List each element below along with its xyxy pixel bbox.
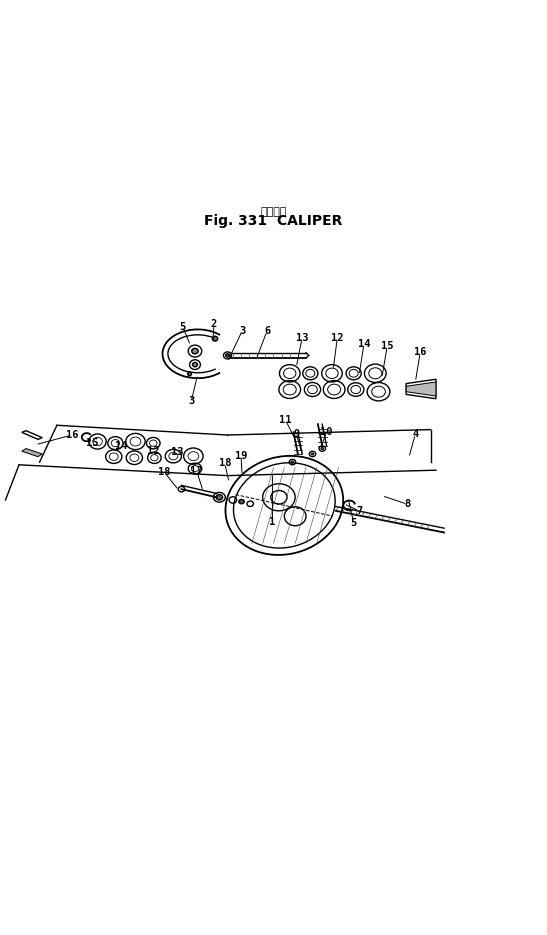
Ellipse shape <box>291 461 294 463</box>
Text: 15: 15 <box>381 341 393 352</box>
Text: キャリパ: キャリパ <box>260 207 287 217</box>
Text: 14: 14 <box>114 440 127 451</box>
Text: 2: 2 <box>211 319 217 329</box>
Ellipse shape <box>193 363 197 367</box>
Text: Fig. 331  CALIPER: Fig. 331 CALIPER <box>205 214 342 228</box>
Text: 11: 11 <box>279 415 292 424</box>
Text: 17: 17 <box>190 466 203 476</box>
Polygon shape <box>22 449 42 456</box>
Text: 15: 15 <box>86 439 98 448</box>
Text: 19: 19 <box>235 451 247 461</box>
Text: 13: 13 <box>171 447 183 457</box>
Text: 18: 18 <box>158 467 170 477</box>
Text: 16: 16 <box>66 430 78 440</box>
Text: 5: 5 <box>179 322 185 332</box>
Ellipse shape <box>321 448 324 450</box>
Text: 3: 3 <box>239 326 245 336</box>
Text: 9: 9 <box>293 429 299 439</box>
Text: 8: 8 <box>405 499 411 510</box>
Text: 13: 13 <box>296 333 309 342</box>
Text: 4: 4 <box>412 429 418 439</box>
Ellipse shape <box>192 349 198 353</box>
Text: 6: 6 <box>264 326 270 336</box>
Text: 3: 3 <box>188 396 194 407</box>
Text: 10: 10 <box>321 426 333 437</box>
Ellipse shape <box>311 453 314 455</box>
Text: 14: 14 <box>358 339 370 349</box>
Polygon shape <box>406 382 436 396</box>
Ellipse shape <box>225 353 229 357</box>
Text: 5: 5 <box>351 518 357 527</box>
Polygon shape <box>406 380 436 398</box>
Text: 12: 12 <box>331 333 344 342</box>
Ellipse shape <box>212 337 218 341</box>
Ellipse shape <box>188 372 191 376</box>
Text: 1: 1 <box>269 517 276 526</box>
Polygon shape <box>22 431 42 439</box>
Ellipse shape <box>239 499 245 504</box>
Text: 16: 16 <box>414 347 427 357</box>
Text: 18: 18 <box>218 458 231 468</box>
Text: 7: 7 <box>356 506 362 516</box>
Text: 12: 12 <box>147 446 160 456</box>
Ellipse shape <box>216 495 223 500</box>
Ellipse shape <box>213 493 225 502</box>
